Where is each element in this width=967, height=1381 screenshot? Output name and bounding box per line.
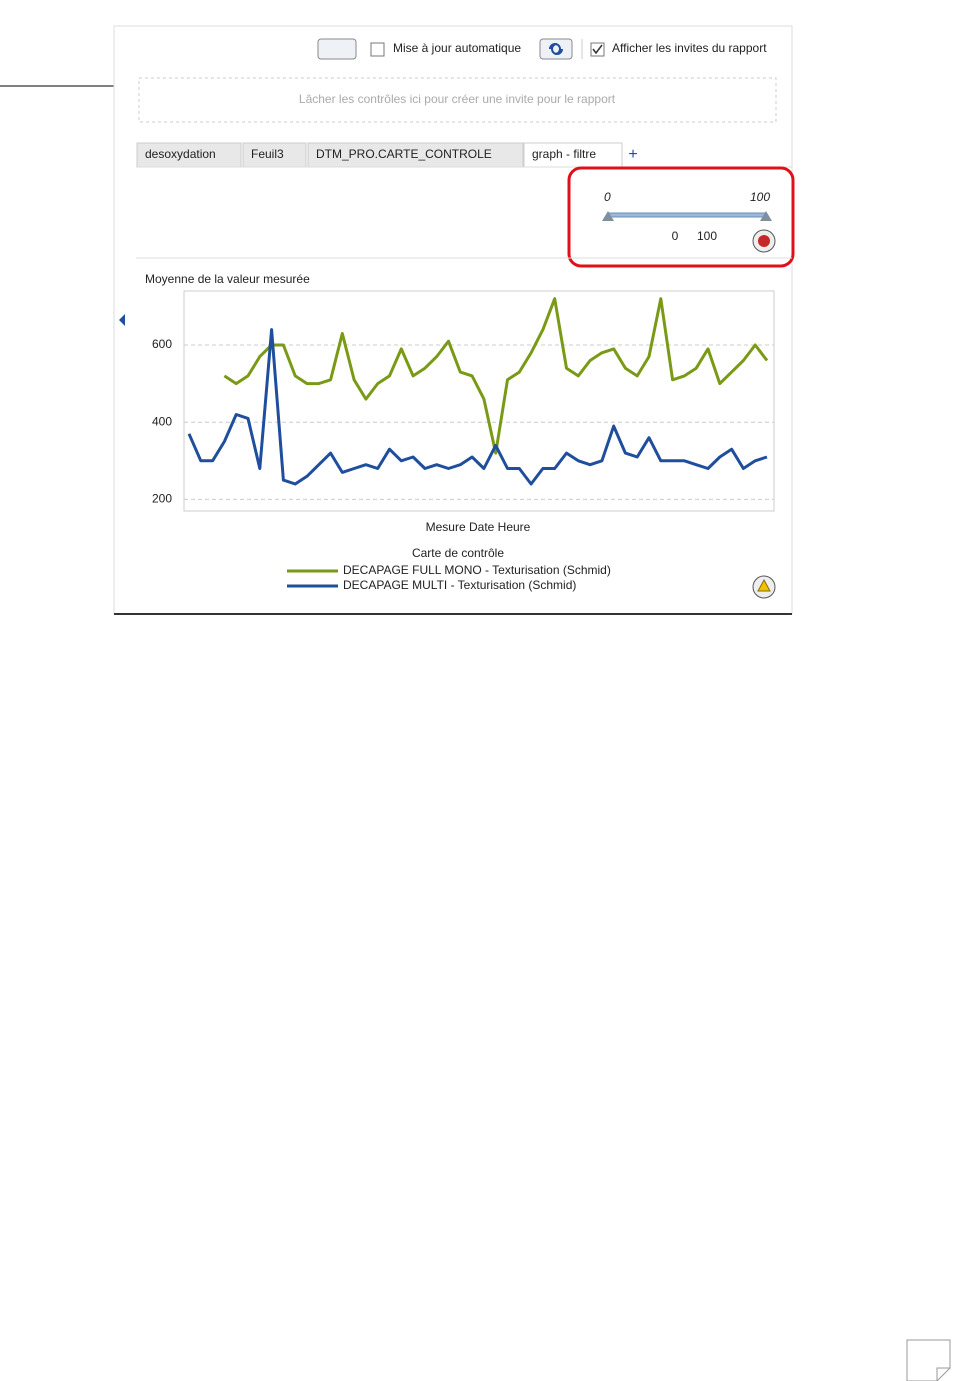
show-prompts-label: Afficher les invites du rapport <box>612 41 767 55</box>
drop-zone-text: Lâcher les contrôles ici pour créer une … <box>299 92 616 106</box>
tab-label: DTM_PRO.CARTE_CONTROLE <box>316 147 492 161</box>
page-corner <box>906 1339 951 1381</box>
remove-icon <box>758 235 770 247</box>
slider-max: 100 <box>750 190 770 204</box>
auto-update-label: Mise à jour automatique <box>393 41 521 55</box>
tab-active[interactable] <box>523 142 623 168</box>
y-tick-label: 600 <box>152 337 172 351</box>
slider-track <box>607 212 767 218</box>
legend-title: Carte de contrôle <box>412 546 504 560</box>
tab-label: Feuil3 <box>251 147 284 161</box>
tab-label: desoxydation <box>145 147 216 161</box>
legend-label: DECAPAGE MULTI - Texturisation (Schmid) <box>343 578 576 592</box>
slider-thumb[interactable] <box>602 211 614 221</box>
series-line <box>223 297 769 455</box>
view-button[interactable] <box>317 38 357 60</box>
auto-update-checkbox[interactable] <box>370 42 385 57</box>
y-tick-label: 400 <box>152 414 172 428</box>
legend-label: DECAPAGE FULL MONO - Texturisation (Schm… <box>343 563 611 577</box>
tab-label: graph - filtre <box>532 147 596 161</box>
y-tick-label: 200 <box>152 492 172 506</box>
slider-min: 0 <box>604 190 611 204</box>
series-line <box>187 328 768 486</box>
refresh-icon <box>549 43 563 55</box>
refresh-button[interactable] <box>539 38 573 60</box>
plot-area <box>183 290 775 512</box>
slider-thumb[interactable] <box>760 211 772 221</box>
x-axis-title: Mesure Date Heure <box>426 520 531 534</box>
drop-zone[interactable] <box>138 77 777 123</box>
highlight <box>567 166 795 268</box>
slider-low: 0 <box>672 229 679 243</box>
add-tab[interactable]: + <box>628 146 637 163</box>
slider-high: 100 <box>697 229 717 243</box>
warning-icon <box>757 578 771 592</box>
tab[interactable] <box>242 142 307 168</box>
check-mark <box>592 44 603 55</box>
y-axis-title: Moyenne de la valeur mesurée <box>145 272 310 286</box>
collapse-handle[interactable] <box>119 314 125 326</box>
tab[interactable] <box>307 142 524 168</box>
